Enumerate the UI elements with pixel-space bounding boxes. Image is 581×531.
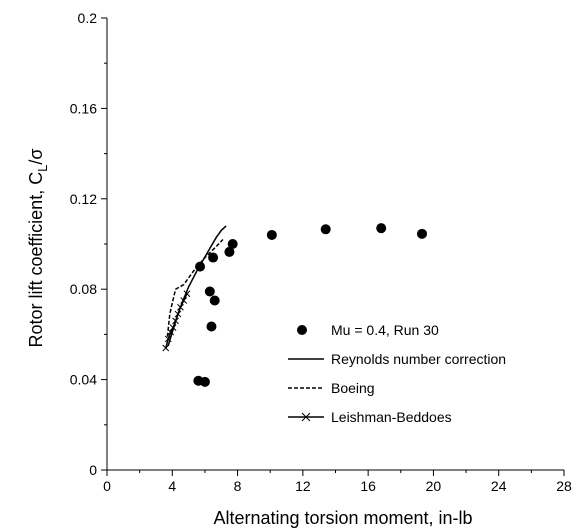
data-point <box>209 295 220 306</box>
x-marker-stroke <box>172 317 179 325</box>
series-line-reynolds-number-correction <box>167 225 227 346</box>
y-tick-label: 0.08 <box>70 281 97 297</box>
y-axis-title: Rotor lift coefficient, CL/σ <box>26 148 50 347</box>
x-marker-stroke <box>301 412 311 422</box>
x-tick-label: 28 <box>556 478 572 494</box>
x-marker-stroke <box>177 303 184 311</box>
data-point <box>208 252 219 263</box>
x-tick-label: 24 <box>491 478 507 494</box>
plot-area <box>162 223 428 387</box>
data-point-x <box>167 328 175 336</box>
data-point-x <box>174 310 182 318</box>
x-marker-stroke <box>167 328 175 336</box>
data-point-x <box>169 324 177 331</box>
x-axis-title: Alternating torsion moment, in-lb <box>213 508 472 528</box>
x-tick-label: 0 <box>103 478 111 494</box>
y-tick-label: 0.12 <box>70 191 97 207</box>
legend-label: Leishman-Beddoes <box>331 409 452 425</box>
x-marker-stroke <box>183 290 191 298</box>
x-tick-label: 4 <box>168 478 176 494</box>
legend-label: Boeing <box>331 380 375 396</box>
legend: Mu = 0.4, Run 30 Reynolds number correcti… <box>288 322 506 425</box>
x-marker-stroke <box>169 324 177 331</box>
axes: 0 4 8 12 16 20 24 28 0 0.04 0.08 0.12 0.16 0.2 <box>70 10 572 494</box>
data-point-x <box>180 297 188 304</box>
y-axis-title-subscript: L <box>35 165 50 172</box>
x-tick-label: 16 <box>360 478 376 494</box>
x-tick-label: 12 <box>295 478 311 494</box>
data-point-x <box>177 303 184 311</box>
data-point <box>266 229 277 240</box>
y-tick-label: 0.16 <box>70 100 97 116</box>
y-tick-label: 0 <box>89 462 97 478</box>
data-point-x <box>162 344 170 352</box>
x-marker-stroke <box>174 310 182 318</box>
data-point-x <box>183 290 191 298</box>
data-point-x <box>164 335 172 343</box>
y-axis-title-main: Rotor lift coefficient, C <box>26 172 46 348</box>
data-point <box>227 239 238 249</box>
data-point <box>224 246 235 257</box>
legend-label: Mu = 0.4, Run 30 <box>331 322 439 338</box>
data-point <box>199 376 210 387</box>
legend-label: Reynolds number correction <box>331 351 506 367</box>
legend-marker <box>297 325 307 335</box>
data-point <box>417 228 428 239</box>
y-tick-label: 0.04 <box>70 372 97 388</box>
x-marker-stroke <box>164 335 172 343</box>
x-tick-label: 8 <box>234 478 242 494</box>
y-axis-title-tail: /σ <box>26 148 46 164</box>
x-tick-label: 20 <box>426 478 442 494</box>
data-point <box>376 223 387 234</box>
x-marker-stroke <box>162 344 170 352</box>
data-point <box>204 286 215 297</box>
x-marker-stroke <box>180 297 188 304</box>
y-tick-label: 0.2 <box>78 10 98 26</box>
series-line-boeing <box>166 238 224 337</box>
data-point <box>206 321 217 332</box>
data-point-x <box>172 317 179 325</box>
data-point <box>320 224 331 235</box>
legend-x-marker <box>301 412 311 422</box>
